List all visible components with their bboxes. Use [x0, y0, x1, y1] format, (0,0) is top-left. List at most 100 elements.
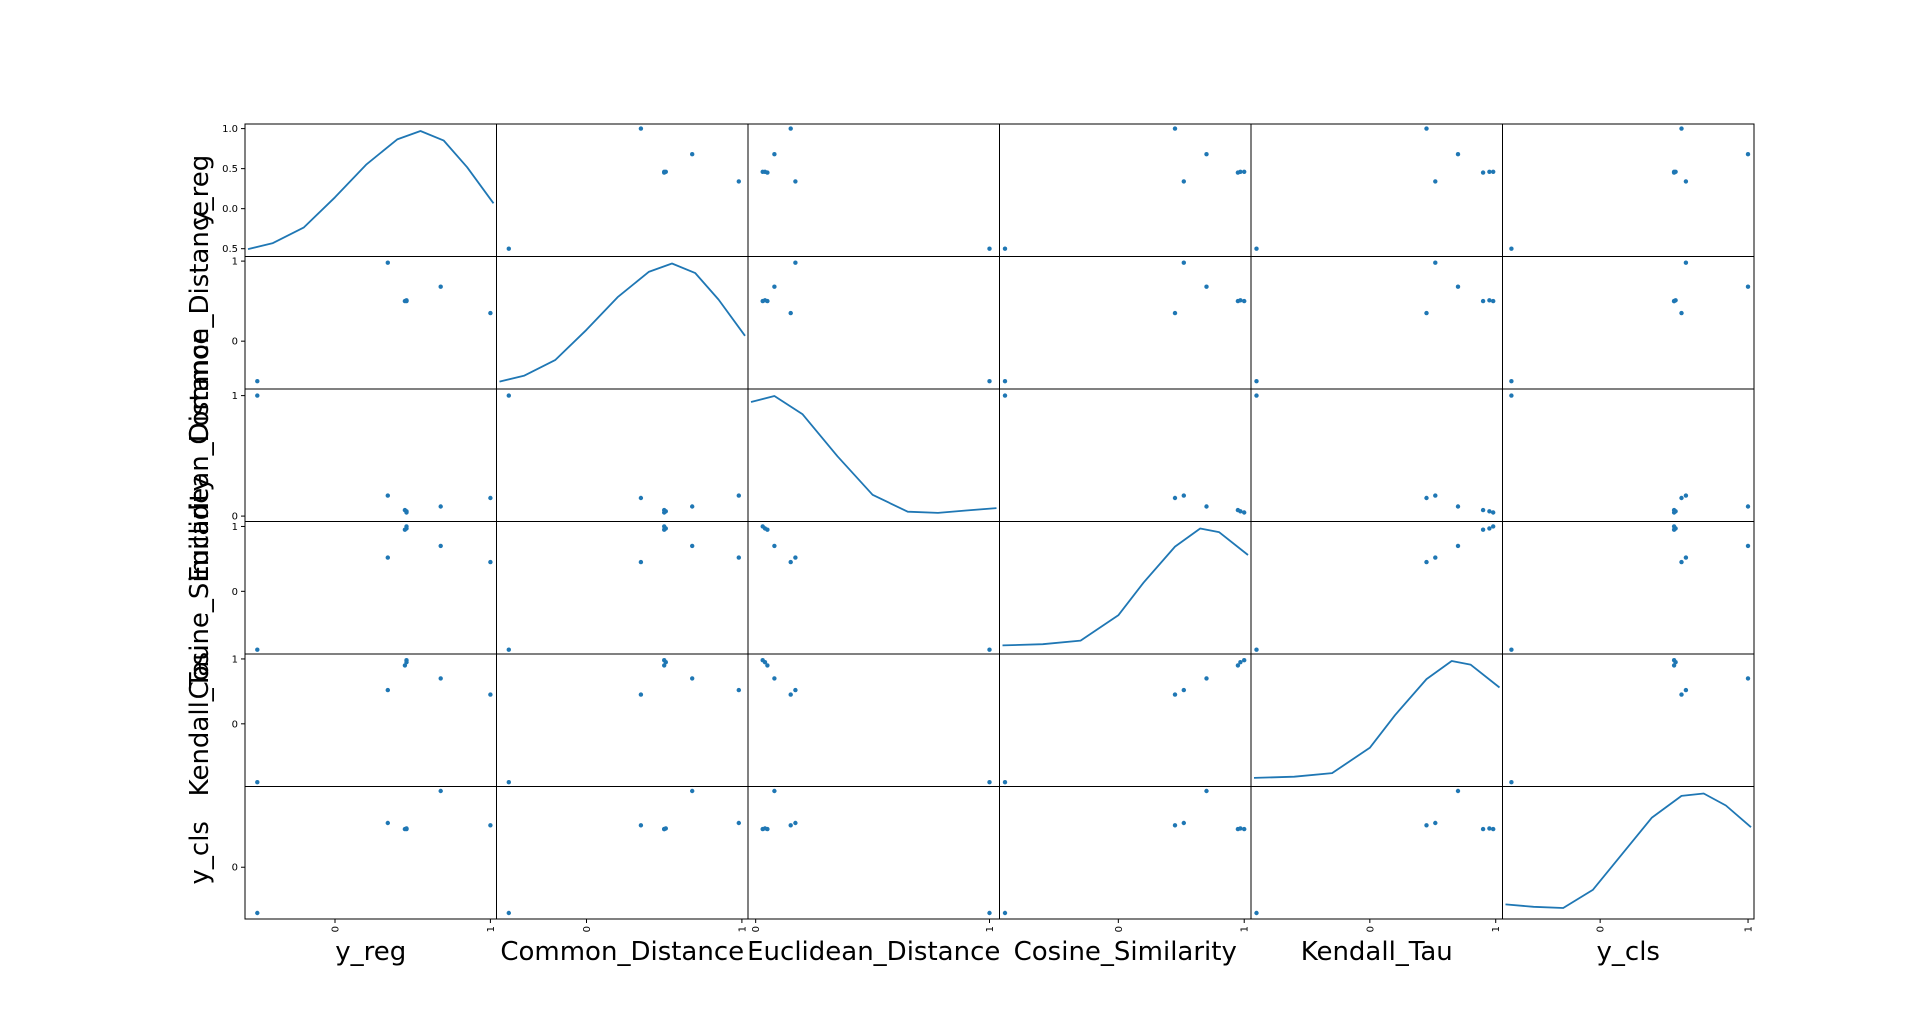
kde-curve-Common_Distance	[499, 262, 746, 383]
scatter-point-y_reg-vs-Cosine_Similarity-6	[1242, 169, 1247, 174]
scatter-point-Common_Distance-vs-y_reg-0	[255, 379, 260, 384]
scatter-point-Cosine_Similarity-vs-Kendall_Tau-6	[1491, 524, 1496, 529]
x-axis-label-Common_Distance: Common_Distance	[500, 937, 744, 967]
scatter-point-y_reg-vs-y_cls-5	[1683, 179, 1689, 184]
y-tick-label-Cosine_Similarity-1: 1	[232, 522, 238, 533]
kde-curves-layer	[247, 130, 1752, 909]
scatter-point-Kendall_Tau-vs-Euclidean_Distance-5	[793, 687, 798, 693]
scatter-point-y_reg-vs-y_cls-6	[1671, 169, 1677, 174]
scatter-point-Kendall_Tau-vs-y_reg-0	[255, 780, 260, 785]
scatter-point-Cosine_Similarity-vs-Kendall_Tau-1	[1424, 559, 1429, 565]
y-tick-label-y_cls-0: 0	[232, 863, 238, 874]
y-tick-label-Kendall_Tau-1: 1	[232, 654, 238, 665]
scatter-point-y_cls-vs-Cosine_Similarity-3	[1238, 826, 1243, 831]
scatter-point-Cosine_Similarity-vs-Common_Distance-5	[736, 555, 741, 560]
scatter-point-y_reg-vs-Kendall_Tau-4	[1455, 152, 1461, 157]
x-tick-label-y_cls-1: 1	[1744, 926, 1755, 932]
scatter-point-y_reg-vs-Common_Distance-5	[736, 179, 741, 184]
y-axis-label-Kendall_Tau: Kendall_Tau	[185, 644, 215, 796]
scatter-point-y_cls-vs-Kendall_Tau-1	[1424, 823, 1429, 828]
x-tick-label-y_reg-0: 0	[331, 926, 342, 932]
scatter-point-Kendall_Tau-vs-y_reg-1	[488, 692, 493, 697]
scatter-point-Cosine_Similarity-vs-Euclidean_Distance-5	[793, 555, 798, 560]
scatter-point-y_cls-vs-Common_Distance-4	[690, 788, 695, 794]
y-axis-label-Cosine_Similarity: Cosine_Similarity	[185, 476, 215, 699]
scatter-point-y_reg-vs-Cosine_Similarity-4	[1204, 152, 1209, 157]
scatter-point-Cosine_Similarity-vs-Common_Distance-1	[638, 559, 644, 565]
scatter-point-Common_Distance-vs-Euclidean_Distance-0	[987, 379, 992, 384]
scatter-point-y_reg-vs-Kendall_Tau-3	[1487, 169, 1492, 174]
scatter-point-Euclidean_Distance-vs-Cosine_Similarity-1	[1172, 495, 1178, 501]
scatter-point-y_reg-vs-Euclidean_Distance-6	[760, 169, 765, 174]
scatter-point-Common_Distance-vs-y_cls-0	[1509, 379, 1514, 384]
scatter-point-y_cls-vs-Kendall_Tau-3	[1487, 826, 1492, 831]
scatter-point-y_reg-vs-Common_Distance-0	[506, 246, 511, 251]
scatter-point-Cosine_Similarity-vs-Common_Distance-0	[506, 647, 511, 652]
scatter-point-Euclidean_Distance-vs-Cosine_Similarity-0	[1002, 393, 1008, 398]
x-tick-label-Kendall_Tau-0: 0	[1365, 926, 1376, 932]
y-axis-label-y_reg: y_reg	[185, 155, 215, 226]
scatter-point-Common_Distance-vs-Euclidean_Distance-1	[788, 310, 793, 316]
scatter-point-y_cls-vs-Euclidean_Distance-6	[760, 826, 765, 832]
x-tick-label-Common_Distance-1: 1	[737, 926, 748, 932]
kde-curve-Euclidean_Distance	[750, 395, 997, 514]
x-tick-label-y_cls-0: 0	[1596, 926, 1607, 932]
scatter-point-y_cls-vs-Cosine_Similarity-0	[1002, 910, 1008, 916]
scatter-point-y_cls-vs-Cosine_Similarity-5	[1181, 820, 1187, 826]
scatter-point-y_reg-vs-Cosine_Similarity-5	[1181, 179, 1187, 184]
scatter-point-y_reg-vs-Kendall_Tau-0	[1254, 246, 1259, 251]
scatter-point-y_reg-vs-Common_Distance-6	[662, 169, 667, 174]
scatter-point-y_cls-vs-Kendall_Tau-6	[1491, 826, 1496, 832]
x-axis-label-y_cls: y_cls	[1597, 937, 1660, 967]
scatter-point-y_reg-vs-y_cls-0	[1509, 246, 1514, 251]
scatter-point-y_cls-vs-Kendall_Tau-2	[1480, 826, 1486, 832]
scatter-point-Euclidean_Distance-vs-y_reg-5	[385, 493, 390, 498]
scatter-point-Kendall_Tau-vs-Cosine_Similarity-5	[1181, 687, 1187, 693]
x-tick-label-Kendall_Tau-1: 1	[1491, 926, 1502, 932]
scatter-point-Euclidean_Distance-vs-y_cls-1	[1679, 495, 1684, 501]
scatter-point-Euclidean_Distance-vs-Kendall_Tau-0	[1254, 393, 1259, 398]
scatter-point-Kendall_Tau-vs-Euclidean_Distance-4	[772, 676, 777, 681]
y-axis-label-Common_Distance: Common_Distance	[185, 201, 215, 445]
scatter-point-Cosine_Similarity-vs-Euclidean_Distance-0	[987, 647, 992, 652]
scatter-point-Kendall_Tau-vs-y_cls-1	[1679, 692, 1684, 697]
scatter-point-y_reg-vs-Kendall_Tau-5	[1433, 179, 1438, 184]
scatter-point-Cosine_Similarity-vs-Euclidean_Distance-6	[760, 524, 765, 529]
scatter-point-Euclidean_Distance-vs-y_reg-0	[255, 393, 260, 398]
scatter-point-y_cls-vs-Common_Distance-0	[506, 910, 511, 916]
y-tick-label-y_reg-2: 0.5	[222, 164, 238, 175]
scatter-point-Euclidean_Distance-vs-y_cls-6	[1671, 510, 1677, 515]
scatter-point-Euclidean_Distance-vs-Common_Distance-4	[690, 504, 695, 509]
scatter-point-Euclidean_Distance-vs-Common_Distance-0	[506, 393, 511, 398]
scatter-point-Kendall_Tau-vs-Euclidean_Distance-0	[987, 780, 992, 785]
scatter-point-y_reg-vs-Cosine_Similarity-1	[1172, 126, 1178, 131]
scatter-point-Euclidean_Distance-vs-Kendall_Tau-6	[1491, 510, 1496, 515]
scatter-point-Common_Distance-vs-Kendall_Tau-2	[1480, 298, 1486, 304]
scatter-point-Euclidean_Distance-vs-Kendall_Tau-5	[1433, 493, 1438, 498]
scatter-point-Common_Distance-vs-y_reg-4	[438, 284, 443, 289]
scatter-point-Cosine_Similarity-vs-Kendall_Tau-0	[1254, 647, 1259, 652]
scatter-point-Euclidean_Distance-vs-Kendall_Tau-4	[1455, 504, 1461, 509]
scatter-point-Common_Distance-vs-Kendall_Tau-0	[1254, 379, 1259, 384]
y-tick-label-Euclidean_Distance-0: 0	[232, 512, 238, 523]
scatter-point-Cosine_Similarity-vs-y_cls-5	[1683, 555, 1689, 560]
scatter-point-Cosine_Similarity-vs-y_reg-4	[438, 543, 443, 549]
scatter-point-y_reg-vs-Euclidean_Distance-0	[987, 246, 992, 251]
scatter-point-Cosine_Similarity-vs-Euclidean_Distance-4	[772, 543, 777, 549]
scatter-point-Kendall_Tau-vs-Common_Distance-6	[662, 658, 667, 663]
scatter-point-Euclidean_Distance-vs-y_cls-0	[1509, 393, 1514, 398]
scatter-point-Kendall_Tau-vs-Cosine_Similarity-6	[1242, 658, 1247, 663]
scatter-point-Euclidean_Distance-vs-Common_Distance-5	[736, 493, 741, 498]
axis-labels-layer: y_reg Common_Distance Euclidean_Distance Co…	[185, 155, 1660, 967]
scatter-point-y_cls-vs-y_reg-4	[438, 788, 443, 794]
scatter-point-Kendall_Tau-vs-Euclidean_Distance-1	[788, 692, 793, 697]
x-axis-label-y_reg: y_reg	[335, 937, 406, 967]
kde-curve-Cosine_Similarity	[1002, 527, 1249, 647]
subplot-frame-5-5	[1502, 786, 1755, 920]
x-tick-label-Euclidean_Distance-0: 0	[751, 926, 762, 932]
kde-curve-Kendall_Tau	[1253, 660, 1501, 779]
scatter-point-Euclidean_Distance-vs-Cosine_Similarity-6	[1242, 510, 1247, 515]
scatter-point-y_reg-vs-Euclidean_Distance-1	[788, 126, 793, 131]
